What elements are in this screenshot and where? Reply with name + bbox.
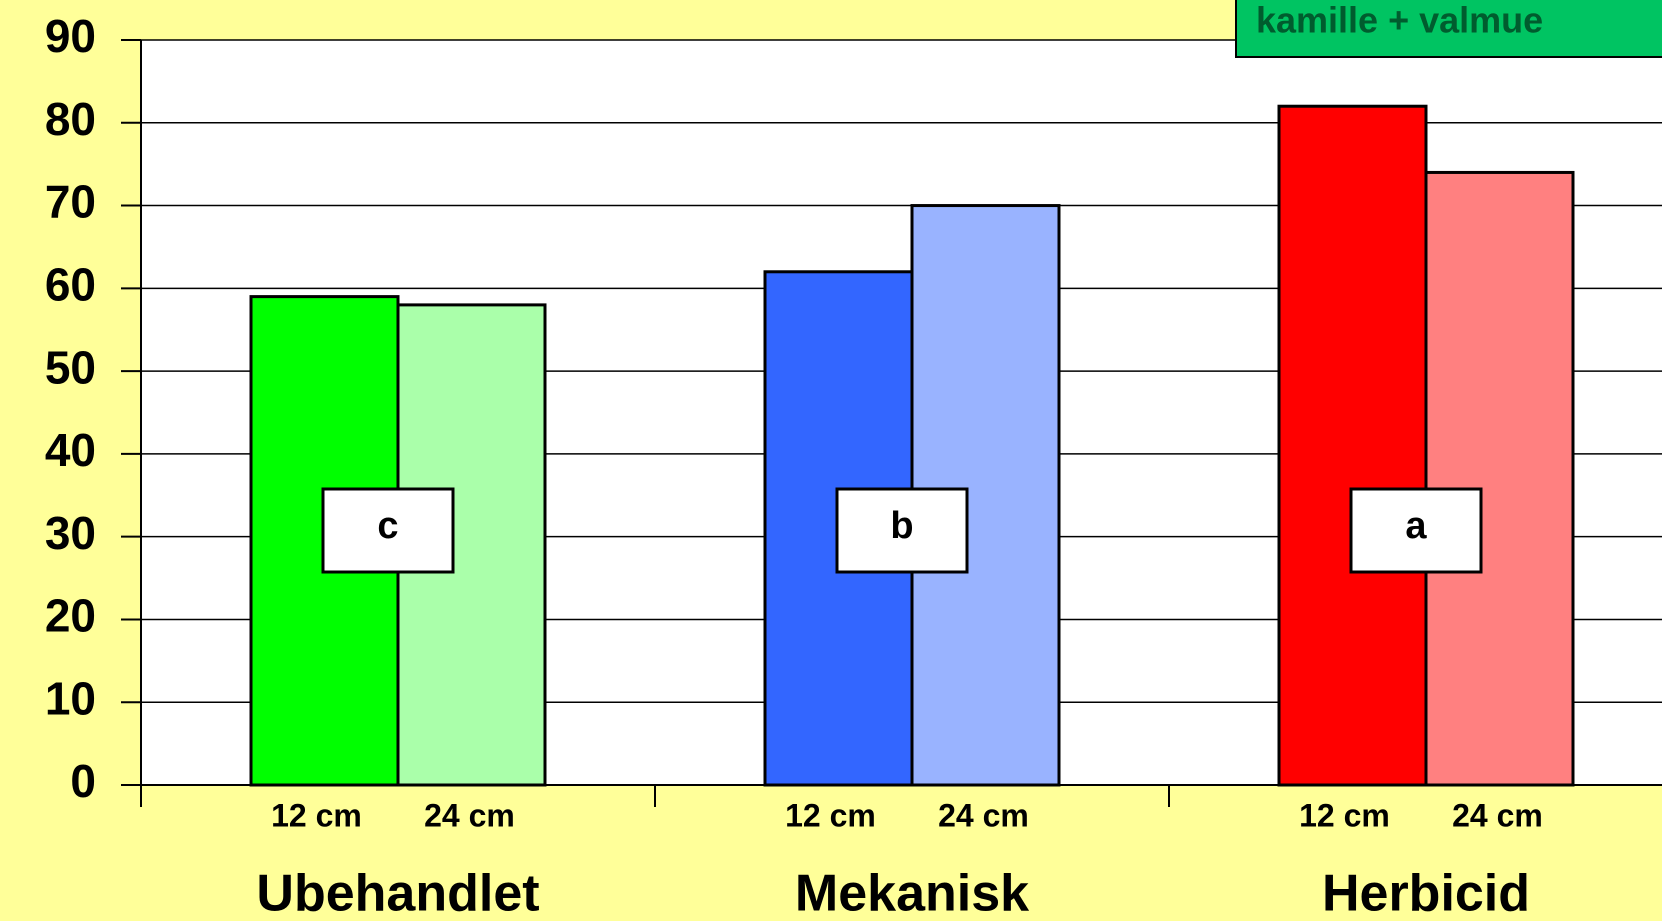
x-tick-label: Mekanisk — [795, 865, 1029, 921]
series-label: 12 cm — [785, 797, 876, 833]
title-box — [1235, 0, 1662, 58]
annotation-box — [321, 487, 455, 574]
annotation: b — [890, 505, 913, 547]
annotation-box — [1349, 487, 1483, 574]
y-tick-label: 60 — [45, 258, 96, 310]
series-label: 12 cm — [271, 797, 362, 833]
annotation-box — [835, 487, 969, 574]
y-tick-label: 50 — [45, 341, 96, 393]
y-tick-label: 70 — [45, 176, 96, 228]
y-tick-label: 10 — [45, 672, 96, 724]
y-tick-label: 30 — [45, 507, 96, 559]
y-tick-label: 20 — [45, 590, 96, 642]
series-label: 12 cm — [1299, 797, 1390, 833]
y-tick-label: 40 — [45, 424, 96, 476]
annotation: c — [377, 505, 398, 547]
bar — [1277, 104, 1428, 787]
x-tick-label: Ubehandlet — [256, 865, 539, 921]
series-label: 24 cm — [424, 797, 515, 833]
chart-title: kamille + valmue — [1256, 0, 1543, 41]
y-tick-label: 80 — [45, 93, 96, 145]
y-tick-label: 90 — [45, 10, 96, 62]
x-tick-label: Herbicid — [1322, 865, 1530, 921]
y-tick-label: 0 — [70, 755, 96, 807]
annotation: a — [1405, 505, 1427, 547]
series-label: 24 cm — [938, 797, 1029, 833]
series-label: 24 cm — [1452, 797, 1543, 833]
bar — [1424, 170, 1575, 787]
